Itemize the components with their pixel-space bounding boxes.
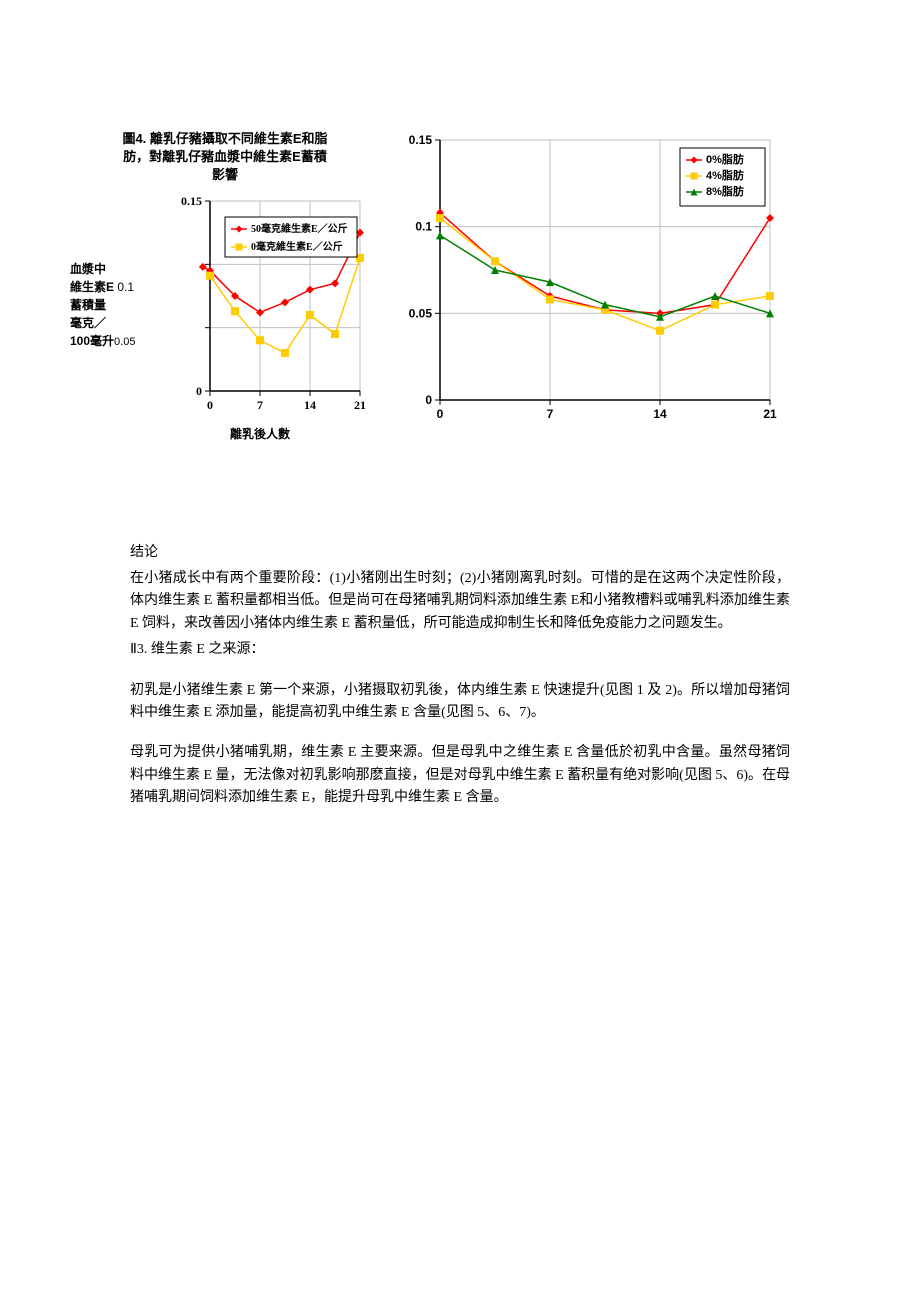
svg-text:21: 21 — [354, 398, 366, 412]
svg-text:0毫克維生素E／公斤: 0毫克維生素E／公斤 — [251, 240, 343, 253]
heading-2: Ⅱ3. 维生素 E 之来源： — [130, 639, 790, 661]
page: 圖4. 離乳仔豬攝取不同維生素E和脂 肪，對離乳仔豬血漿中維生素E蓄積 影響 血… — [0, 0, 920, 873]
svg-text:14: 14 — [653, 407, 667, 421]
chart5-wrap: 0 7 14 21 0 0.05 0.1 0.15 0%脂肪 4%脂肪 8%脂肪 — [390, 130, 790, 442]
charts-row: 圖4. 離乳仔豬攝取不同維生素E和脂 肪，對離乳仔豬血漿中維生素E蓄積 影響 血… — [70, 130, 790, 442]
svg-text:0%脂肪: 0%脂肪 — [706, 152, 744, 166]
svg-text:0.15: 0.15 — [409, 133, 433, 147]
chart4-svg: 0 7 14 21 0 0.15 50毫克維生素E／公斤 0毫克維生素E／公斤 — [130, 191, 370, 421]
paragraph-2: 初乳是小猪维生素 E 第一个来源，小猪摄取初乳後，体内维生素 E 快速提升(见图… — [130, 680, 790, 725]
chart4-title-line: 圖4. 離乳仔豬攝取不同維生素E和脂 — [105, 130, 345, 148]
svg-text:0: 0 — [207, 398, 213, 412]
svg-text:7: 7 — [257, 398, 263, 412]
svg-text:0: 0 — [196, 384, 202, 398]
chart4-xaxis-label: 離乳後人數 — [140, 425, 380, 442]
svg-text:50毫克維生素E／公斤: 50毫克維生素E／公斤 — [251, 222, 348, 235]
chart4-yaxis-label: 血漿中 維生素E 0.1 蓄積量 毫克／ 100毫升0.05 — [70, 260, 130, 351]
svg-text:0: 0 — [425, 393, 432, 407]
paragraph-1: 在小猪成长中有两个重要阶段：(1)小猪刚出生时刻；(2)小猪刚离乳时刻。可惜的是… — [130, 568, 790, 635]
svg-text:7: 7 — [547, 407, 554, 421]
svg-text:8%脂肪: 8%脂肪 — [706, 184, 744, 198]
svg-text:0.1: 0.1 — [415, 220, 432, 234]
chart5-svg: 0 7 14 21 0 0.05 0.1 0.15 0%脂肪 4%脂肪 8%脂肪 — [390, 130, 790, 430]
paragraph-3: 母乳可为提供小猪哺乳期，维生素 E 主要来源。但是母乳中之维生素 E 含量低於初… — [130, 742, 790, 809]
conclusion-heading: 结论 — [130, 542, 790, 564]
chart4-title-line: 影響 — [105, 166, 345, 184]
svg-text:0.05: 0.05 — [409, 306, 433, 320]
chart4-title-line: 肪，對離乳仔豬血漿中維生素E蓄積 — [105, 148, 345, 166]
svg-text:14: 14 — [304, 398, 316, 412]
svg-text:0.15: 0.15 — [181, 194, 202, 208]
svg-text:21: 21 — [763, 407, 777, 421]
svg-text:4%脂肪: 4%脂肪 — [706, 168, 744, 182]
chart4-title: 圖4. 離乳仔豬攝取不同維生素E和脂 肪，對離乳仔豬血漿中維生素E蓄積 影響 — [105, 130, 345, 185]
svg-text:0: 0 — [437, 407, 444, 421]
chart4-wrap: 圖4. 離乳仔豬攝取不同維生素E和脂 肪，對離乳仔豬血漿中維生素E蓄積 影響 血… — [70, 130, 380, 442]
